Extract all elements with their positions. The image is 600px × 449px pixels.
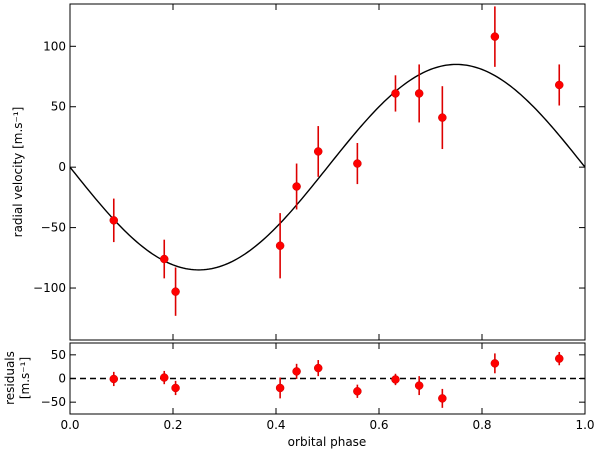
main-y-tick-label: 100 bbox=[43, 39, 66, 53]
residuals-data-point bbox=[555, 354, 564, 363]
main-data-point bbox=[171, 287, 180, 296]
main-data-point bbox=[292, 182, 301, 191]
residuals-y-axis-label-line2: [m.s⁻¹] bbox=[18, 357, 32, 399]
residuals-x-tick-label: 0.0 bbox=[60, 418, 79, 432]
main-data-point bbox=[159, 254, 169, 264]
residuals-data-point bbox=[275, 383, 285, 393]
residuals-y-tick-label: 50 bbox=[51, 348, 66, 362]
residuals-panel: 50 0 −50 0.0 0.2 0.4 0.6 0.8 1.0 bbox=[41, 342, 595, 432]
main-data-point bbox=[438, 113, 447, 122]
residuals-plot-frame bbox=[69, 342, 586, 415]
residuals-y-tick-label: −50 bbox=[41, 395, 66, 409]
main-data-point bbox=[391, 89, 400, 98]
main-y-tick-label: 0 bbox=[58, 160, 66, 174]
main-velocity-panel: 100 50 0 −50 −100 bbox=[33, 3, 586, 341]
residuals-x-tick-label: 0.2 bbox=[163, 418, 182, 432]
residuals-data-point bbox=[109, 374, 119, 384]
main-data-point bbox=[313, 147, 323, 156]
residuals-data-point bbox=[313, 363, 323, 373]
main-data-point bbox=[353, 159, 362, 168]
main-data-point bbox=[555, 80, 564, 90]
residuals-data-point bbox=[391, 375, 400, 384]
main-y-tick-label: −50 bbox=[41, 221, 66, 235]
main-y-tick-label: −100 bbox=[33, 281, 66, 295]
residuals-data-point bbox=[159, 373, 169, 382]
residuals-data-point bbox=[438, 394, 447, 403]
main-data-point bbox=[275, 241, 285, 250]
residuals-x-tick-label: 0.6 bbox=[369, 418, 388, 432]
residuals-data-point bbox=[414, 381, 424, 390]
main-y-tick-label: 50 bbox=[51, 100, 66, 114]
residuals-x-tick-label: 0.4 bbox=[266, 418, 285, 432]
model-curve bbox=[69, 63, 586, 271]
main-plot-frame bbox=[69, 3, 586, 341]
residuals-x-tick-label: 0.8 bbox=[472, 418, 491, 432]
main-data-point bbox=[109, 216, 119, 225]
residuals-x-tick-label: 1.0 bbox=[575, 418, 594, 432]
main-data-point bbox=[414, 89, 424, 98]
residuals-y-axis-label-line1: residuals bbox=[3, 351, 17, 405]
x-axis-label: orbital phase bbox=[288, 435, 367, 449]
residuals-data-point bbox=[171, 383, 180, 393]
residuals-data-point bbox=[353, 387, 362, 396]
residuals-data-point bbox=[490, 359, 500, 368]
residuals-data-point bbox=[292, 367, 301, 376]
residuals-y-tick-label: 0 bbox=[58, 372, 66, 386]
main-data-point bbox=[490, 32, 500, 41]
main-y-axis-label: radial velocity [m.s⁻¹] bbox=[11, 107, 25, 238]
